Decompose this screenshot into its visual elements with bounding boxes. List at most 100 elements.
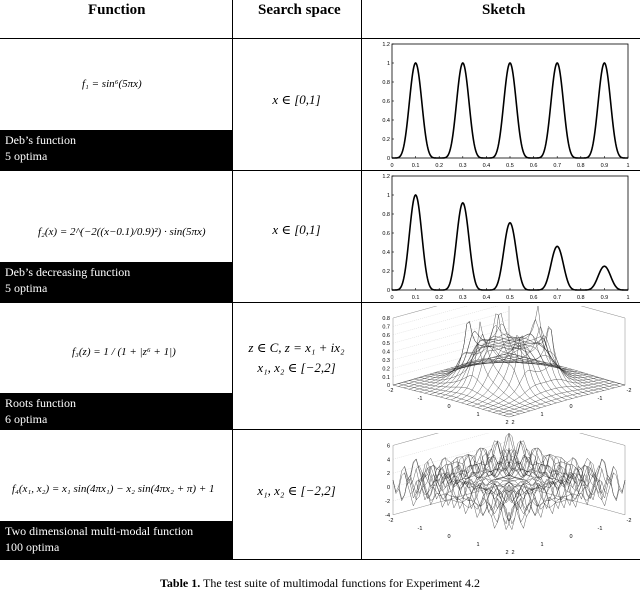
search-space-line: x ∈ [0,1] [232,220,361,240]
header-divider [232,0,233,38]
caption-label: Table 1. [160,576,200,590]
z-tick-label: 0 [387,485,390,491]
axis-box-edge [393,433,509,445]
search-space-f1: x ∈ [0,1] [232,90,361,110]
surface-wire [457,458,573,509]
optima-count: 100 optima [5,539,227,555]
y-tick-label: -2 [389,518,394,524]
x-tick-label: -1 [598,526,603,532]
search-space-line: x₁, x₂ ∈ [−2,2] [232,481,361,501]
header-search-space: Search space [258,2,341,19]
x-tick-label: 0.7 [553,295,561,300]
function-name-box: Roots function 6 optima [0,393,232,429]
x-tick-label: 1 [626,163,629,168]
x-tick-label: 0.1 [412,163,420,168]
z-tick-label: 0.1 [382,375,390,381]
x-tick-label: 0.5 [506,163,514,168]
x-tick-label: 0.2 [435,163,443,168]
header-function: Function [88,2,146,19]
plot-frame [392,44,628,158]
series-line [392,195,628,290]
y-tick-label: 0 [447,534,450,540]
header-divider [361,0,362,38]
search-space-f2: x ∈ [0,1] [232,220,361,240]
x-tick-label: 0.6 [530,163,538,168]
x-tick-label: 1 [540,542,543,548]
formula-f3: f₃(z) = 1 / (1 + |z⁶ + 1|) [72,346,176,358]
x-tick-label: 0 [390,295,393,300]
y-tick-label: 0 [447,404,450,410]
z-tick-label: 4 [387,457,390,463]
x-tick-label: 0.3 [459,163,467,168]
y-tick-label: -1 [418,396,423,402]
x-tick-label: 0 [390,163,393,168]
z-gridline [393,306,509,326]
z-tick-label: 0.4 [382,350,390,356]
x-tick-label: 0.4 [483,295,491,300]
series-line [392,63,628,158]
x-tick-label: 0.8 [577,295,585,300]
y-tick-label: 1.2 [382,42,390,48]
x-tick-label: 0.7 [553,163,561,168]
y-tick-label: 0.4 [382,118,390,124]
surface-wire [409,381,525,413]
surface-wire [509,385,625,417]
y-tick-label: 0.2 [382,137,390,143]
surface-wire [393,385,509,417]
header-sketch: Sketch [482,2,525,19]
x-tick-label: 0.2 [435,295,443,300]
x-tick-label: -2 [627,518,632,524]
search-space-line: z ∈ C, z = x₁ + ix₂ [232,338,361,358]
search-space-f3: z ∈ C, z = x₁ + ix₂ x₁, x₂ ∈ [−2,2] [232,338,361,378]
function-name: Deb’s function [5,132,227,148]
z-gridline [393,433,509,445]
function-name-box: Deb’s function 5 optima [0,130,232,170]
y-tick-label: 1 [476,412,479,418]
y-tick-label: 1 [387,61,390,67]
function-name-box: Two dimensional multi-modal function 100… [0,521,232,559]
column-divider [361,429,362,559]
caption-text: The test suite of multimodal functions f… [200,576,480,590]
y-tick-label: 0.6 [382,99,390,105]
surface-wire [467,313,583,396]
table-row: f₄(x₁, x₂) = x₁ sin(4πx₁) − x₂ sin(4πx₂ … [0,429,640,560]
y-tick-label: 1.2 [382,174,390,180]
surface-wire [425,314,541,393]
table-row: f₂(x) = 2^(−2((x−0.1)/0.9)²) · sin(5πx) … [0,170,640,303]
z-tick-label: 0.2 [382,366,390,372]
surface-wire [483,363,599,409]
x-tick-label: 0.9 [601,295,609,300]
x-tick-label: -2 [627,388,632,394]
optima-count: 5 optima [5,148,227,164]
z-gridline [393,433,509,459]
x-tick-label: -1 [598,396,603,402]
x-tick-label: 0 [569,534,572,540]
axis-box-edge [509,306,625,318]
y-tick-label: 0 [387,288,390,294]
y-tick-label: 0.4 [382,250,390,256]
y-tick-label: 0.2 [382,269,390,275]
search-space-line: x ∈ [0,1] [232,90,361,110]
y-tick-label: -1 [418,526,423,532]
z-gridline [393,311,509,343]
surface-wire [493,381,609,413]
search-space-line: x₁, x₂ ∈ [−2,2] [232,358,361,378]
x-tick-label: 1 [626,295,629,300]
axis-box-edge [509,433,625,445]
y-tick-label: 2 [505,420,508,426]
x-tick-label: 0.9 [601,163,609,168]
column-divider [361,170,362,302]
surface-wire [445,458,561,509]
table-row: f₁ = sin⁶(5πx) x ∈ [0,1] Deb’s function … [0,38,640,171]
x-tick-label: 2 [511,550,514,556]
optima-count: 6 optima [5,411,227,427]
z-tick-label: 6 [387,443,390,449]
y-tick-label: 1 [387,193,390,199]
z-tick-label: -2 [385,499,390,505]
formula-f1: f₁ = sin⁶(5πx) [82,78,142,90]
function-name-box: Deb’s decreasing function 5 optima [0,262,232,302]
x-tick-label: 2 [511,420,514,426]
